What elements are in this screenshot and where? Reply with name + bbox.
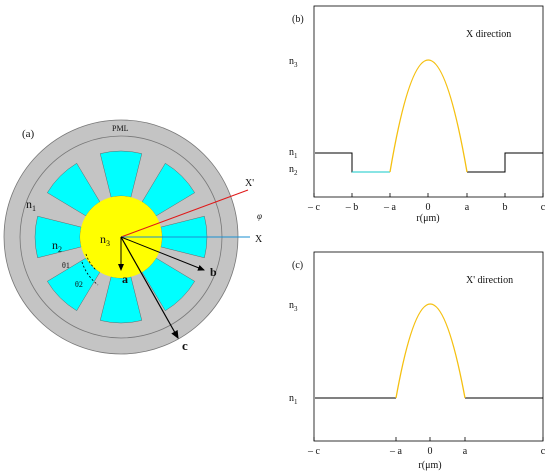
radius-c-arrow [120, 236, 179, 340]
panel-c: (c) X' direction n3 n1 – c – a 0 a c r(μm) [289, 251, 546, 471]
xtick-label: b [503, 202, 508, 213]
panel-c-ytick-n1: n1 [289, 393, 298, 406]
panel-c-xlabel: r(μm) [418, 460, 441, 471]
panel-c-profile-core [395, 303, 466, 399]
xtick-label: – a [383, 202, 397, 213]
panel-c-ytick-n3: n3 [289, 300, 298, 313]
xtick-label: 0 [426, 202, 431, 213]
panel-b-ytick-n3: n3 [289, 56, 298, 69]
n2-hole-label: n2 [52, 238, 62, 254]
theta2-label: θ2 [75, 280, 83, 289]
panel-b-xticks: – c – b – a 0 a b c [307, 193, 546, 213]
n3-core-label: n3 [100, 232, 110, 248]
panel-c-xticks: – c – a 0 a c [307, 437, 546, 457]
xtick-label: c [541, 446, 546, 457]
panel-c-title: X' direction [466, 275, 513, 286]
theta2-arc [81, 261, 99, 286]
theta1-arc [85, 253, 97, 271]
panel-b-profile-left-cladding [315, 152, 390, 173]
panel-a: (a) PML X' X φ a b c θ1 θ2 n3 n1 n2 [3, 119, 263, 355]
panel-b-ytick-n1: n1 [289, 147, 298, 160]
xtick-label: a [463, 446, 468, 457]
panel-b-xlabel: r(μm) [416, 213, 439, 224]
xtick-label: – c [307, 446, 321, 457]
x-prime-label: X' [245, 178, 254, 189]
panel-b-title: X direction [466, 29, 511, 40]
panel-b: (b) X direction n3 n1 n2 – c – b – a 0 a b c r… [289, 5, 546, 224]
xtick-label: c [541, 202, 546, 213]
panel-b-profile-right-cladding [467, 152, 543, 173]
panel-c-frame [313, 251, 544, 442]
air-holes-group [34, 150, 208, 324]
x-label: X [255, 234, 263, 245]
n1-cladding-label: n1 [26, 197, 36, 213]
x-prime-direction-line [120, 189, 249, 238]
xtick-label: – a [389, 446, 403, 457]
c-label: c [182, 338, 188, 353]
xtick-label: 0 [428, 446, 433, 457]
panel-b-label: (b) [292, 14, 304, 25]
pml-label: PML [112, 124, 129, 133]
xtick-label: – c [307, 202, 321, 213]
panel-c-label: (c) [292, 260, 303, 271]
xtick-label: a [465, 202, 470, 213]
b-label: b [210, 265, 217, 279]
phi-label: φ [257, 211, 262, 221]
xtick-label: – b [345, 202, 359, 213]
theta1-label: θ1 [62, 261, 70, 270]
radius-b-arrow [120, 236, 205, 271]
panel-b-ytick-n2: n2 [289, 164, 298, 177]
panel-b-profile-core [389, 59, 468, 173]
panel-a-label: (a) [22, 128, 35, 140]
panel-b-frame [313, 5, 544, 198]
a-label: a [122, 272, 128, 286]
